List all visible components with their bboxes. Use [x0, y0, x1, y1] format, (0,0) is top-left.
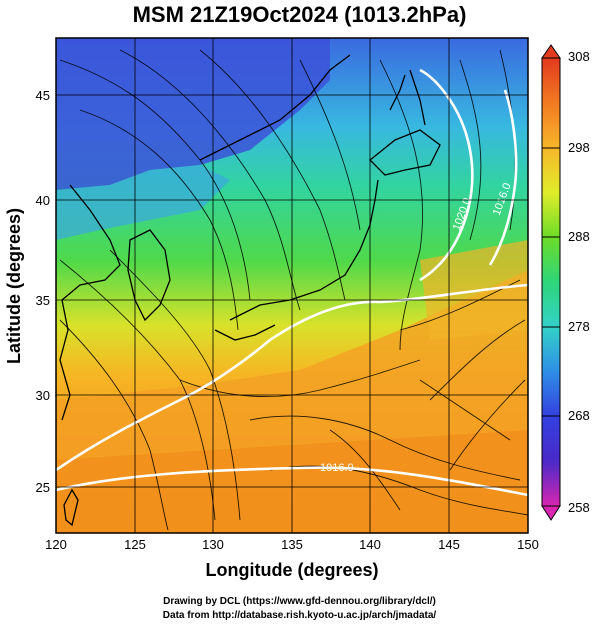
map-title: MSM 21Z19Oct2024 (1013.2hPa) — [132, 2, 467, 27]
credit-drawing: Drawing by DCL (https://www.gfd-dennou.o… — [163, 596, 436, 607]
coastlines — [59, 54, 441, 527]
isobars — [56, 68, 528, 497]
x-axis-ticks: 120 125 130 135 140 145 150 — [45, 537, 539, 552]
colorbar-tick-label: 308 — [568, 49, 590, 64]
y-tick-label: 30 — [36, 388, 50, 403]
x-tick-label: 145 — [438, 537, 460, 552]
korea-peninsula — [127, 229, 171, 322]
y-tick-label: 45 — [36, 88, 50, 103]
x-tick-label: 120 — [45, 537, 67, 552]
y-tick-label: 35 — [36, 293, 50, 308]
isobar-1016-north — [56, 283, 528, 472]
y-tick-label: 40 — [36, 193, 50, 208]
isobar-1016-east — [488, 89, 518, 266]
x-tick-label: 150 — [517, 537, 539, 552]
x-tick-label: 140 — [359, 537, 381, 552]
x-axis-label: Longitude (degrees) — [205, 560, 378, 580]
x-tick-label: 125 — [124, 537, 146, 552]
isobar-1020 — [419, 68, 474, 282]
colorbar-tick-label: 268 — [568, 408, 590, 423]
plot-frame — [55, 37, 529, 534]
x-tick-label: 130 — [202, 537, 224, 552]
honshu-coast — [229, 179, 379, 321]
isobar-1016-south — [56, 466, 528, 497]
colorbar-tick-label: 288 — [568, 229, 590, 244]
lat-lon-grid — [56, 38, 528, 533]
colorbar-tick-label: 258 — [568, 500, 590, 515]
colorbar-tick-label: 278 — [568, 319, 590, 334]
colorbar-bottom-arrow — [541, 505, 561, 521]
credit-data-source: Data from http://database.rish.kyoto-u.a… — [162, 610, 437, 621]
colorbar-tick-label: 298 — [568, 140, 590, 155]
colorbar-scale — [541, 57, 561, 507]
hokkaido-coast — [369, 129, 441, 176]
y-axis-ticks: 45 40 35 30 25 — [36, 88, 50, 495]
colorbar-top-arrow — [541, 44, 561, 59]
x-tick-label: 135 — [281, 537, 303, 552]
y-axis-label: Latitude (degrees) — [4, 208, 24, 364]
y-tick-label: 25 — [36, 480, 50, 495]
isobar-label-3: 1016.0 — [320, 462, 354, 474]
colorbar: 308 298 288 278 268 258 — [541, 44, 590, 521]
